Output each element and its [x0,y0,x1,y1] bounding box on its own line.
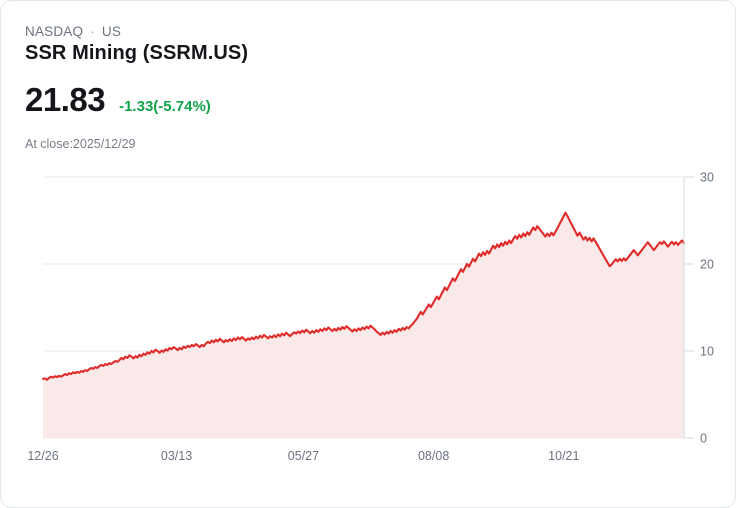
region-label: US [101,24,122,39]
exchange-region-row: NASDAQ · US [25,24,121,39]
quote-price-row: 21.83 -1.33(-5.74%) [25,83,211,116]
y-axis-label: 0 [700,432,707,446]
exchange-label: NASDAQ [25,24,84,39]
x-axis-label: 03/13 [161,449,192,463]
y-axis-label: 30 [700,171,714,185]
price-change: -1.33(-5.74%) [119,98,211,115]
separator-dot: · [90,23,95,39]
price-chart[interactable]: 0 10 20 30 12/26 03/13 05/27 08/08 10/21 [1,161,736,471]
price-line [41,211,686,381]
last-price: 21.83 [25,81,106,118]
y-axis-label: 10 [700,345,714,359]
x-axis-label: 10/21 [548,449,579,463]
page-title: SSR Mining (SSRM.US) [25,42,249,64]
area-fill [43,212,684,438]
x-axis: 12/26 03/13 05/27 08/08 10/21 [27,449,579,463]
y-axis-label: 20 [700,258,714,272]
x-axis-label: 08/08 [418,449,449,463]
chart-series-group [41,211,686,438]
x-axis-label: 05/27 [288,449,319,463]
x-axis-label: 12/26 [27,449,58,463]
price-chart-svg[interactable]: 0 10 20 30 12/26 03/13 05/27 08/08 10/21 [1,161,736,471]
market-status: At close:2025/12/29 [25,137,136,151]
y-axis: 0 10 20 30 [683,171,714,446]
